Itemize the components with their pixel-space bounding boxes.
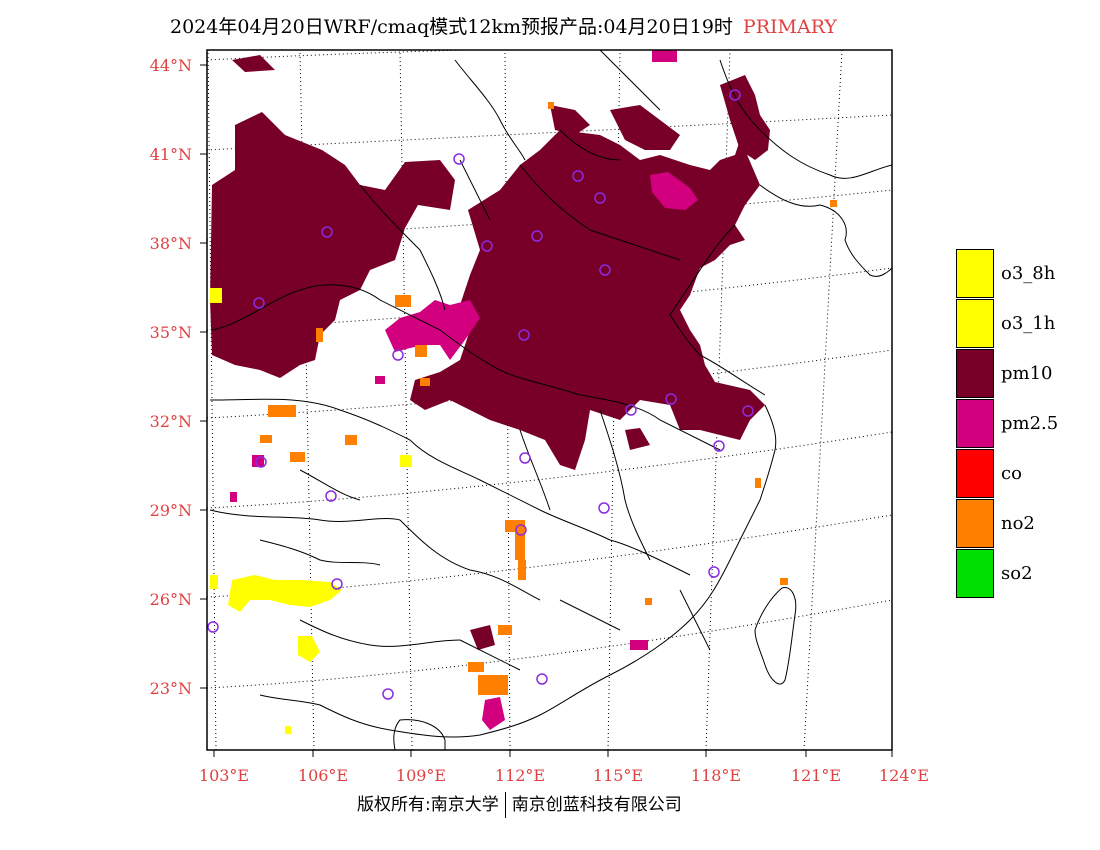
lat-label-23: 23°N [150, 679, 192, 698]
map-title: 2024年04月20日WRF/cmaq模式12km预报产品:04月20日19时 P… [170, 12, 837, 39]
pollutant-legend: o3_8h o3_1h pm10 pm2.5 co no2 so2 [956, 249, 1096, 599]
lat-label-29: 29°N [150, 501, 192, 520]
legend-item-co: co [956, 449, 1096, 499]
lon-label-109: 109°E [396, 766, 446, 785]
pm25-regions [230, 50, 698, 730]
o3-regions [210, 288, 412, 734]
legend-swatch [956, 299, 994, 348]
legend-item-no2: no2 [956, 499, 1096, 549]
legend-label: o3_1h [1001, 313, 1056, 334]
axis-ticks [200, 64, 893, 757]
primary-tag: PRIMARY [742, 16, 837, 38]
map-frame [206, 49, 893, 751]
lat-label-44: 44°N [150, 56, 192, 75]
legend-item-o3-8h: o3_8h [956, 249, 1096, 299]
legend-swatch [956, 449, 994, 498]
legend-label: so2 [1001, 563, 1033, 584]
boundaries [209, 50, 761, 671]
legend-label: pm10 [1001, 363, 1053, 384]
legend-item-so2: so2 [956, 549, 1096, 599]
legend-item-pm25: pm2.5 [956, 399, 1096, 449]
legend-swatch [956, 399, 994, 448]
legend-item-o3-1h: o3_1h [956, 299, 1096, 349]
legend-swatch [956, 249, 994, 298]
lon-label-103: 103°E [199, 766, 249, 785]
map-content [207, 50, 892, 750]
lat-label-41: 41°N [150, 145, 192, 164]
legend-item-pm10: pm10 [956, 349, 1096, 399]
lon-label-118: 118°E [691, 766, 741, 785]
lat-label-38: 38°N [150, 234, 192, 253]
hainan-outline [393, 719, 446, 750]
lon-label-106: 106°E [298, 766, 348, 785]
legend-swatch [956, 549, 994, 598]
lon-label-121: 121°E [791, 766, 841, 785]
legend-swatch [956, 499, 994, 548]
legend-swatch [956, 349, 994, 398]
coastline [259, 129, 892, 738]
copyright-footer: 版权所有:南京大学 南京创蓝科技有限公司 [357, 790, 682, 818]
title-text: 2024年04月20日WRF/cmaq模式12km预报产品:04月20日19时 [170, 16, 733, 38]
copyright-right: 南京创蓝科技有限公司 [511, 795, 682, 815]
longitude-labels: 103°E 106°E 109°E 112°E 115°E 118°E 121°… [199, 766, 929, 785]
pm10-regions [210, 55, 770, 650]
copyright-left: 版权所有:南京大学 [357, 795, 499, 815]
lon-label-124: 124°E [879, 766, 929, 785]
taiwan-outline [754, 587, 797, 685]
lat-label-26: 26°N [150, 590, 192, 609]
lon-label-115: 115°E [593, 766, 643, 785]
no2-regions [260, 102, 837, 695]
lat-label-35: 35°N [150, 323, 192, 342]
station-markers [207, 89, 754, 700]
legend-label: no2 [1001, 513, 1035, 534]
footer-separator [504, 792, 506, 818]
lon-label-112: 112°E [495, 766, 545, 785]
legend-label: co [1001, 463, 1022, 484]
legend-label: pm2.5 [1001, 413, 1059, 434]
latitude-labels: 44°N 41°N 38°N 35°N 32°N 29°N 26°N 23°N [150, 56, 192, 698]
legend-label: o3_8h [1001, 263, 1056, 284]
lat-label-32: 32°N [150, 412, 192, 431]
